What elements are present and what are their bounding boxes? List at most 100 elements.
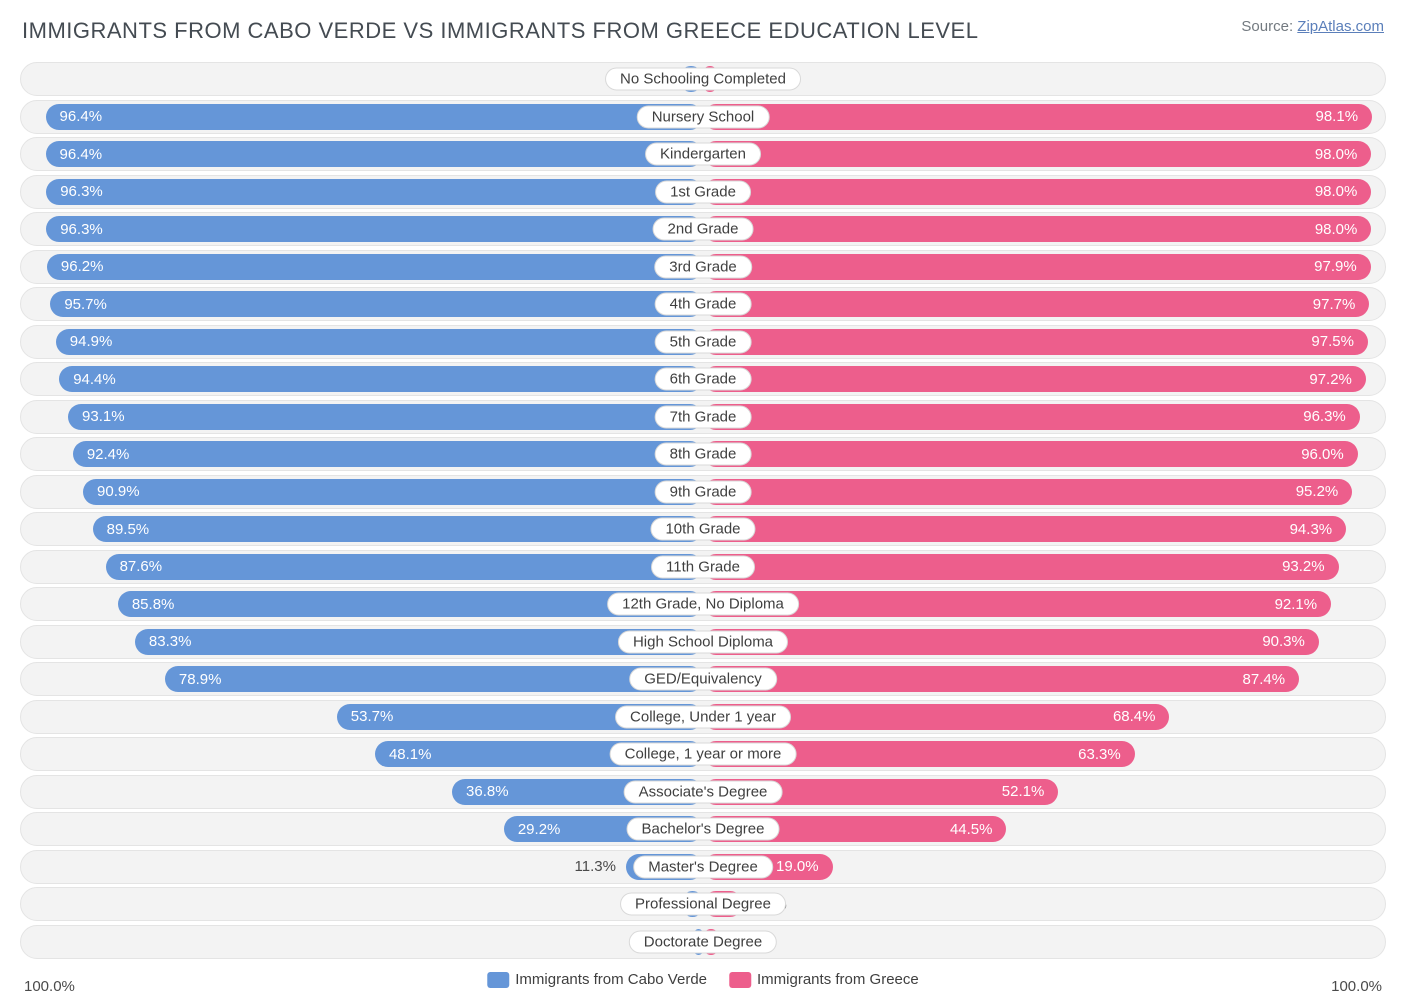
category-label: 7th Grade bbox=[655, 405, 752, 428]
category-label: Kindergarten bbox=[645, 143, 761, 166]
chart-row: 92.4% 96.0% 8th Grade bbox=[20, 437, 1386, 471]
bar-left bbox=[93, 516, 703, 542]
value-label-right: 98.0% bbox=[1301, 138, 1372, 170]
value-label-left: 89.5% bbox=[93, 513, 164, 545]
category-label: 10th Grade bbox=[650, 518, 755, 541]
value-label-right: 97.2% bbox=[1295, 363, 1366, 395]
chart-row: 3.5%2.0%No Schooling Completed bbox=[20, 62, 1386, 96]
category-label: College, 1 year or more bbox=[610, 743, 797, 766]
value-label-right: 52.1% bbox=[988, 776, 1059, 808]
value-label-left: 87.6% bbox=[106, 551, 177, 583]
value-label-right: 98.0% bbox=[1301, 176, 1372, 208]
value-label-left: 83.3% bbox=[135, 626, 206, 658]
value-label-left: 48.1% bbox=[375, 738, 446, 770]
source-link[interactable]: ZipAtlas.com bbox=[1297, 18, 1384, 35]
category-label: 1st Grade bbox=[655, 180, 751, 203]
category-label: High School Diploma bbox=[618, 630, 788, 653]
category-label: 8th Grade bbox=[655, 443, 752, 466]
category-label: 3rd Grade bbox=[654, 255, 752, 278]
value-label-left: 94.4% bbox=[59, 363, 130, 395]
value-label-right: 90.3% bbox=[1248, 626, 1319, 658]
legend-swatch-left bbox=[487, 972, 509, 988]
bar-right bbox=[703, 516, 1346, 542]
category-label: 4th Grade bbox=[655, 293, 752, 316]
chart-row: 36.8%52.1%Associate's Degree bbox=[20, 775, 1386, 809]
bar-right bbox=[703, 329, 1368, 355]
value-label-right: 96.0% bbox=[1287, 438, 1358, 470]
category-label: No Schooling Completed bbox=[605, 68, 801, 91]
chart-row: 89.5% 94.3% 10th Grade bbox=[20, 512, 1386, 546]
bar-right bbox=[703, 479, 1352, 505]
bar-right bbox=[703, 404, 1360, 430]
value-label-left: 96.2% bbox=[47, 251, 118, 283]
value-label-right: 63.3% bbox=[1064, 738, 1135, 770]
bar-left bbox=[47, 254, 703, 280]
category-label: College, Under 1 year bbox=[615, 705, 791, 728]
value-label-right: 92.1% bbox=[1261, 588, 1332, 620]
chart-row: 85.8%92.1%12th Grade, No Diploma bbox=[20, 587, 1386, 621]
chart-row: 96.2%97.9%3rd Grade bbox=[20, 250, 1386, 284]
value-label-left: 92.4% bbox=[73, 438, 144, 470]
category-label: Doctorate Degree bbox=[629, 930, 777, 953]
chart-row: 96.3%98.0%2nd Grade bbox=[20, 212, 1386, 246]
value-label-left: 29.2% bbox=[504, 813, 575, 845]
chart-row: 93.1% 96.3% 7th Grade bbox=[20, 400, 1386, 434]
value-label-left: 94.9% bbox=[56, 326, 127, 358]
category-label: Associate's Degree bbox=[624, 780, 783, 803]
bar-right bbox=[703, 179, 1371, 205]
chart-title: IMMIGRANTS FROM CABO VERDE VS IMMIGRANTS… bbox=[22, 18, 978, 44]
legend-right: Immigrants from Greece bbox=[729, 971, 919, 988]
axis-max-right: 100.0% bbox=[1331, 978, 1382, 995]
category-label: Professional Degree bbox=[620, 893, 786, 916]
bar-left bbox=[46, 179, 703, 205]
category-label: 6th Grade bbox=[655, 368, 752, 391]
bar-left bbox=[83, 479, 703, 505]
chart-row: 48.1% 63.3% College, 1 year or more bbox=[20, 737, 1386, 771]
value-label-left: 96.4% bbox=[46, 101, 117, 133]
chart-row: 29.2%44.5%Bachelor's Degree bbox=[20, 812, 1386, 846]
bar-left bbox=[165, 666, 703, 692]
bar-right bbox=[703, 104, 1372, 130]
category-label: 9th Grade bbox=[655, 480, 752, 503]
bar-right bbox=[703, 291, 1369, 317]
value-label-right: 44.5% bbox=[936, 813, 1007, 845]
bar-right bbox=[703, 254, 1371, 280]
legend-label-right: Immigrants from Greece bbox=[757, 971, 919, 988]
value-label-left: 93.1% bbox=[68, 401, 139, 433]
value-label-right: 97.7% bbox=[1299, 288, 1370, 320]
bar-right bbox=[703, 216, 1371, 242]
value-label-right: 95.2% bbox=[1282, 476, 1353, 508]
category-label: 12th Grade, No Diploma bbox=[607, 593, 799, 616]
bar-right bbox=[703, 629, 1319, 655]
chart-row: 94.9%97.5%5th Grade bbox=[20, 325, 1386, 359]
category-label: Nursery School bbox=[637, 105, 770, 128]
source-prefix: Source: bbox=[1241, 18, 1297, 35]
bar-right bbox=[703, 554, 1339, 580]
bar-right bbox=[703, 366, 1366, 392]
value-label-right: 96.3% bbox=[1289, 401, 1360, 433]
category-label: 5th Grade bbox=[655, 330, 752, 353]
bar-left bbox=[73, 441, 703, 467]
value-label-left: 96.4% bbox=[46, 138, 117, 170]
chart-row: 78.9%87.4%GED/Equivalency bbox=[20, 662, 1386, 696]
chart-source: Source: ZipAtlas.com bbox=[1241, 18, 1384, 35]
value-label-left: 95.7% bbox=[50, 288, 121, 320]
legend-swatch-right bbox=[729, 972, 751, 988]
bar-left bbox=[106, 554, 703, 580]
bar-left bbox=[46, 104, 703, 130]
value-label-right: 68.4% bbox=[1099, 701, 1170, 733]
value-label-left: 96.3% bbox=[46, 176, 117, 208]
chart-row: 83.3% 90.3% High School Diploma bbox=[20, 625, 1386, 659]
legend-label-left: Immigrants from Cabo Verde bbox=[515, 971, 707, 988]
value-label-right: 98.0% bbox=[1301, 213, 1372, 245]
value-label-right: 94.3% bbox=[1276, 513, 1347, 545]
chart-row: 1.3%2.3%Doctorate Degree bbox=[20, 925, 1386, 959]
bar-right bbox=[703, 441, 1358, 467]
bar-right bbox=[703, 666, 1299, 692]
chart-row: 95.7% 97.7% 4th Grade bbox=[20, 287, 1386, 321]
chart-row: 3.1%5.8%Professional Degree bbox=[20, 887, 1386, 921]
chart-row: 96.4%98.1%Nursery School bbox=[20, 100, 1386, 134]
chart-row: 96.3% 98.0% 1st Grade bbox=[20, 175, 1386, 209]
bar-left bbox=[56, 329, 703, 355]
legend-row: 100.0% 100.0% Immigrants from Cabo Verde… bbox=[20, 965, 1386, 995]
